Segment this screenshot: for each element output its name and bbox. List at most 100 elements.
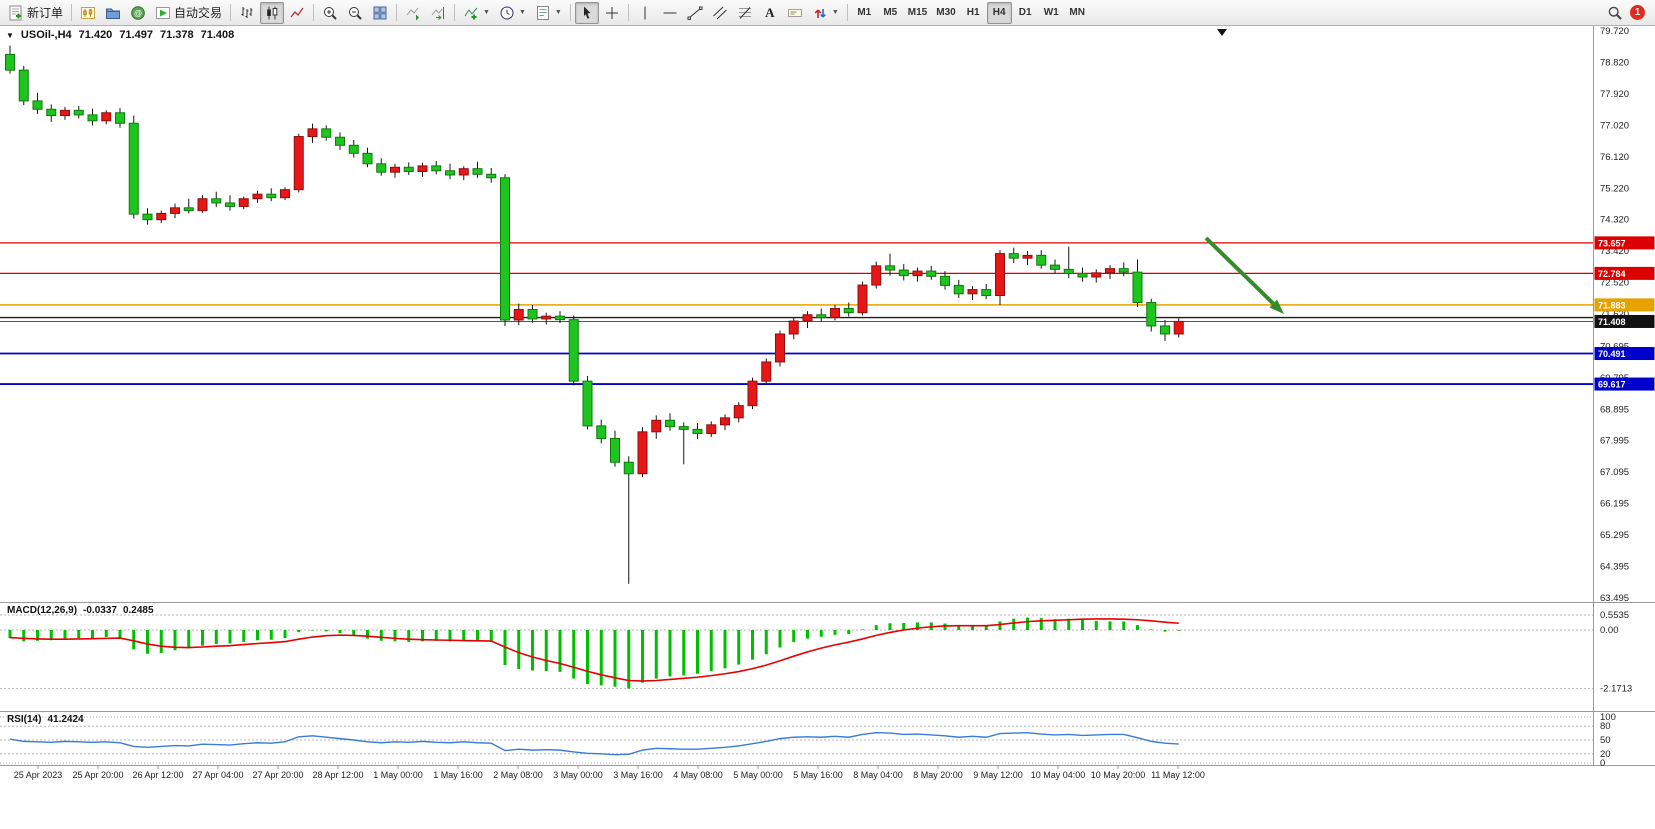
svg-text:1 May 16:00: 1 May 16:00 xyxy=(433,770,483,780)
separator xyxy=(569,4,571,21)
new-order-button[interactable]: 新订单 xyxy=(4,2,67,24)
community-button[interactable]: @ xyxy=(126,2,150,24)
template-icon xyxy=(536,5,549,20)
line-chart-icon xyxy=(290,7,304,17)
periods-button[interactable]: ▼ xyxy=(495,2,530,24)
timeframe-d1-button[interactable]: D1 xyxy=(1018,7,1032,18)
timeframe-h4-button[interactable]: H4 xyxy=(986,1,1012,24)
svg-text:67.095: 67.095 xyxy=(1600,467,1629,478)
candlestick-mode-button[interactable] xyxy=(260,1,285,24)
svg-text:70.491: 70.491 xyxy=(1598,349,1626,359)
svg-text:65.295: 65.295 xyxy=(1600,530,1629,541)
trendline-tool-button[interactable] xyxy=(683,2,707,24)
chart-shift-button[interactable] xyxy=(426,2,450,24)
crosshair-tool-button[interactable] xyxy=(600,2,624,24)
cursor-tool-button[interactable] xyxy=(574,1,599,24)
separator xyxy=(454,4,456,21)
templates-button[interactable]: ▼ xyxy=(531,2,566,24)
timeframe-h1-button[interactable]: H1 xyxy=(966,7,980,18)
svg-text:80: 80 xyxy=(1600,721,1611,732)
separator xyxy=(230,4,232,21)
timeframe-m5-button[interactable]: M5 xyxy=(883,7,898,18)
timeframe-m1-button[interactable]: M1 xyxy=(857,7,872,18)
arrows-tool-button[interactable]: ▼ xyxy=(808,2,843,24)
auto-trading-button[interactable]: 自动交易 xyxy=(151,2,226,24)
svg-text:9 May 12:00: 9 May 12:00 xyxy=(973,770,1023,780)
candlestick-series[interactable] xyxy=(5,45,1184,584)
label-tool-button[interactable] xyxy=(783,2,807,24)
svg-text:2 May 08:00: 2 May 08:00 xyxy=(493,770,543,780)
price-tag: 69.617 xyxy=(1594,377,1655,391)
svg-text:-2.1713: -2.1713 xyxy=(1600,684,1632,695)
price-tag: 71.408 xyxy=(1594,314,1655,328)
new-chart-button[interactable] xyxy=(76,2,100,24)
text-tool-label: A xyxy=(765,4,775,20)
svg-text:27 Apr 04:00: 27 Apr 04:00 xyxy=(192,770,243,780)
macd-panel[interactable]: 0.5535 0.00 -2.1713 xyxy=(0,610,1632,695)
svg-text:10 May 04:00: 10 May 04:00 xyxy=(1031,770,1086,780)
search-icon xyxy=(1608,6,1622,20)
trendline-icon xyxy=(687,6,703,20)
profiles-button[interactable] xyxy=(101,2,125,24)
vertical-line-tool-button[interactable] xyxy=(633,2,657,24)
svg-text:50: 50 xyxy=(1600,735,1611,746)
chart-workspace: 79.720 78.820 77.920 77.020 76.120 75.220 74.3… xyxy=(0,26,1655,829)
separator xyxy=(627,4,629,21)
notification-badge[interactable]: 1 xyxy=(1630,5,1645,20)
svg-text:71.408: 71.408 xyxy=(1598,317,1626,327)
svg-text:5 May 16:00: 5 May 16:00 xyxy=(793,770,843,780)
zoom-out-icon xyxy=(349,6,362,20)
svg-text:@: @ xyxy=(134,9,142,18)
horizontal-line-tool-button[interactable] xyxy=(658,2,682,24)
bar-chart-icon xyxy=(241,6,253,18)
svg-text:76.120: 76.120 xyxy=(1600,152,1629,163)
clock-icon xyxy=(500,6,514,19)
svg-text:4 May 08:00: 4 May 08:00 xyxy=(673,770,723,780)
tile-windows-button[interactable] xyxy=(368,2,392,24)
svg-text:79.720: 79.720 xyxy=(1600,26,1629,37)
chart-shift-icon xyxy=(431,6,445,20)
svg-text:67.995: 67.995 xyxy=(1600,436,1629,447)
bar-chart-mode-button[interactable] xyxy=(235,2,259,24)
timeframe-m15-button[interactable]: M15 xyxy=(907,7,928,18)
timeframe-m30-button[interactable]: M30 xyxy=(936,7,956,18)
svg-text:3 May 00:00: 3 May 00:00 xyxy=(553,770,603,780)
crosshair-icon xyxy=(605,6,618,19)
indicators-button[interactable]: ▼ xyxy=(459,2,494,24)
svg-text:8 May 04:00: 8 May 04:00 xyxy=(853,770,903,780)
indicators-icon xyxy=(464,7,478,19)
one-click-collapse-button[interactable]: ▼ xyxy=(6,30,14,40)
separator xyxy=(846,4,848,21)
svg-text:73.420: 73.420 xyxy=(1600,246,1629,257)
channel-tool-button[interactable] xyxy=(708,2,732,24)
fibonacci-tool-button[interactable] xyxy=(733,2,757,24)
trend-arrow-annotation[interactable] xyxy=(1204,236,1284,314)
svg-text:66.195: 66.195 xyxy=(1600,499,1629,510)
zoom-in-button[interactable] xyxy=(318,2,342,24)
timeframe-mn-button[interactable]: MN xyxy=(1069,7,1085,18)
price-tag: 70.491 xyxy=(1594,347,1655,361)
horizontal-line-objects[interactable] xyxy=(0,242,1593,385)
line-chart-mode-button[interactable] xyxy=(285,2,309,24)
zoom-out-button[interactable] xyxy=(343,2,367,24)
scroll-marker-icon xyxy=(1217,29,1227,36)
arrow-shape-icon xyxy=(814,8,826,18)
svg-text:77.020: 77.020 xyxy=(1600,120,1629,131)
text-tool-button[interactable]: A xyxy=(758,2,782,24)
chart-svg[interactable]: 79.720 78.820 77.920 77.020 76.120 75.220 74.3… xyxy=(0,26,1655,829)
svg-text:64.395: 64.395 xyxy=(1600,562,1629,573)
profiles-icon xyxy=(106,8,121,19)
svg-text:70.695: 70.695 xyxy=(1600,341,1629,352)
timeframe-w1-button[interactable]: W1 xyxy=(1043,7,1059,18)
svg-text:100: 100 xyxy=(1600,712,1616,723)
svg-text:72.784: 72.784 xyxy=(1598,269,1626,279)
price-tag: 72.784 xyxy=(1594,266,1655,280)
zoom-in-icon xyxy=(324,6,337,20)
search-button[interactable] xyxy=(1603,2,1627,24)
auto-scroll-button[interactable] xyxy=(401,2,425,24)
svg-text:25 Apr 2023: 25 Apr 2023 xyxy=(14,770,63,780)
svg-text:0: 0 xyxy=(1600,758,1605,769)
svg-text:73.657: 73.657 xyxy=(1598,238,1626,248)
auto-scroll-icon xyxy=(406,7,420,20)
